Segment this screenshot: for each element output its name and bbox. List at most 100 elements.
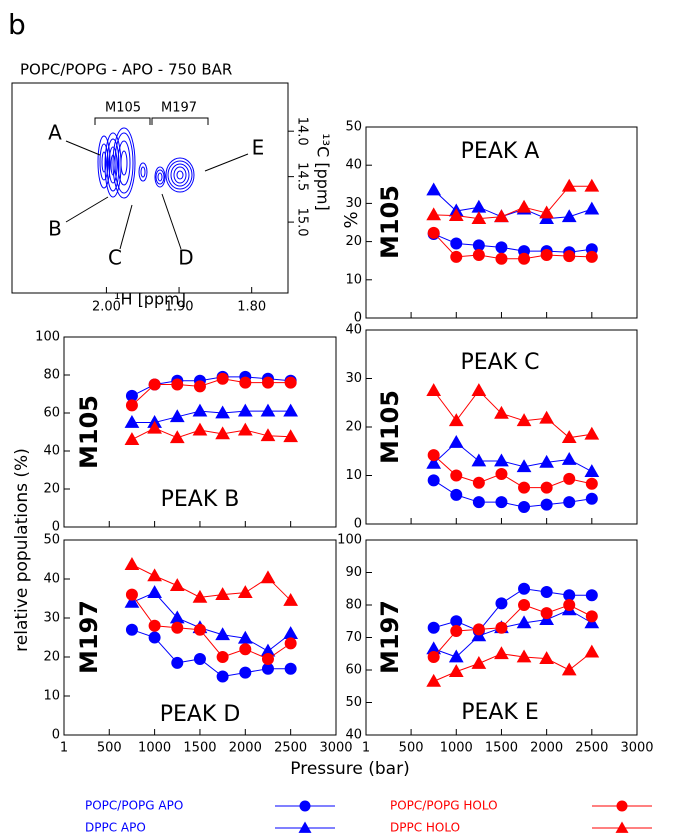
triangle-marker	[539, 651, 554, 664]
circle-marker	[495, 252, 508, 265]
circle-marker	[148, 619, 161, 632]
circle-marker	[563, 599, 576, 611]
y-axis-label: relative populations (%)	[12, 448, 32, 652]
triangle-marker	[426, 455, 442, 469]
panel-title: PEAK D	[160, 702, 241, 727]
triangle-marker	[561, 209, 577, 223]
contour	[112, 127, 136, 199]
panel-title: PEAK E	[461, 700, 539, 725]
circle-marker	[239, 643, 252, 656]
leader-line	[204, 153, 249, 172]
triangle-marker	[426, 182, 442, 196]
y-tick-label: 40	[43, 572, 60, 587]
y-tick-label: 100	[337, 533, 362, 548]
triangle-marker	[215, 426, 230, 440]
legend-label: POPC/POPG APO	[85, 799, 183, 813]
panel-title: PEAK C	[461, 350, 540, 375]
y-tick-label: 90	[345, 565, 362, 580]
contour	[120, 150, 128, 176]
circle-marker	[585, 492, 598, 505]
triangle-marker	[494, 646, 509, 660]
triangle-marker	[124, 432, 140, 445]
triangle-marker	[237, 585, 253, 599]
x-tick-label: 1000	[138, 741, 171, 756]
circle-marker	[495, 597, 508, 610]
contour	[106, 138, 120, 192]
y-axis-label: ¹³C [ppm]	[314, 133, 333, 210]
triangle-marker	[147, 568, 162, 582]
annotation: B	[48, 217, 62, 241]
triangle-marker	[584, 178, 600, 192]
circle-marker	[450, 469, 463, 482]
y-tick-label: 20	[345, 234, 362, 249]
side-label: M197	[75, 600, 103, 674]
triangle-marker	[283, 429, 299, 443]
x-tick-label: 1	[60, 741, 68, 756]
circle-marker	[563, 496, 576, 509]
circle-marker	[495, 621, 508, 634]
circle-marker	[472, 248, 485, 261]
y-tick-label: 70	[345, 630, 362, 645]
triangle-marker	[561, 178, 577, 192]
triangle-marker	[283, 592, 299, 606]
circle-marker	[284, 376, 297, 389]
y-tick-label: 40	[43, 444, 60, 459]
circle-marker	[239, 376, 252, 389]
contour	[157, 172, 163, 182]
triangle-marker	[539, 205, 554, 219]
circle-marker	[239, 666, 252, 679]
triangle-marker	[237, 403, 253, 417]
circle-marker	[148, 631, 161, 644]
y-tick-label: 40	[345, 158, 362, 173]
leader-line	[65, 196, 109, 223]
triangle-marker	[426, 673, 442, 687]
triangle-marker	[124, 557, 140, 570]
spectrum-title: POPC/POPG - APO - 750 BAR	[20, 61, 232, 79]
y-tick-label: 0	[354, 311, 362, 326]
circle-marker	[540, 248, 553, 261]
x-tick-label: 2500	[575, 741, 608, 756]
annotation: E	[252, 136, 265, 160]
x-axis-label: Pressure (bar)	[290, 759, 409, 779]
triangle-marker	[283, 403, 299, 417]
contour	[97, 135, 111, 189]
circle-marker	[284, 637, 297, 650]
circle-marker	[450, 625, 463, 637]
y-tick-label: 100	[35, 330, 60, 345]
y-tick-label: 30	[345, 196, 362, 211]
triangle-marker	[124, 594, 140, 608]
contour	[165, 157, 195, 193]
triangle-marker	[426, 207, 442, 221]
annotation: C	[108, 246, 122, 270]
triangle-marker	[584, 644, 600, 658]
triangle-marker	[516, 649, 532, 663]
x-tick-label: 1000	[440, 741, 473, 756]
triangle-marker	[426, 383, 442, 396]
circle-marker	[518, 481, 531, 494]
y-tick-label: 50	[345, 695, 362, 710]
contour	[99, 143, 109, 181]
circle-marker	[193, 652, 206, 665]
triangle-marker	[516, 459, 532, 473]
triangle-marker	[584, 464, 600, 477]
circle-marker	[125, 623, 138, 636]
circle-marker	[540, 481, 553, 494]
contour	[154, 166, 166, 188]
circle-marker	[450, 488, 463, 501]
x-axis-label: ¹H [ppm]	[114, 290, 186, 309]
circle-marker	[585, 610, 598, 623]
x-tick-label: 2000	[229, 741, 262, 756]
triangle-marker	[471, 655, 487, 669]
spectrum-frame	[11, 82, 289, 294]
annotation: A	[48, 121, 62, 145]
circle-marker	[216, 651, 229, 663]
triangle-marker	[147, 585, 162, 599]
triangle-marker	[260, 428, 276, 442]
circle-marker	[540, 607, 553, 620]
circle-marker	[427, 226, 440, 239]
x-tick-label: 2.00	[92, 300, 121, 315]
triangle-marker	[260, 570, 276, 584]
side-label: M197	[376, 600, 404, 674]
circle-marker	[261, 652, 274, 665]
